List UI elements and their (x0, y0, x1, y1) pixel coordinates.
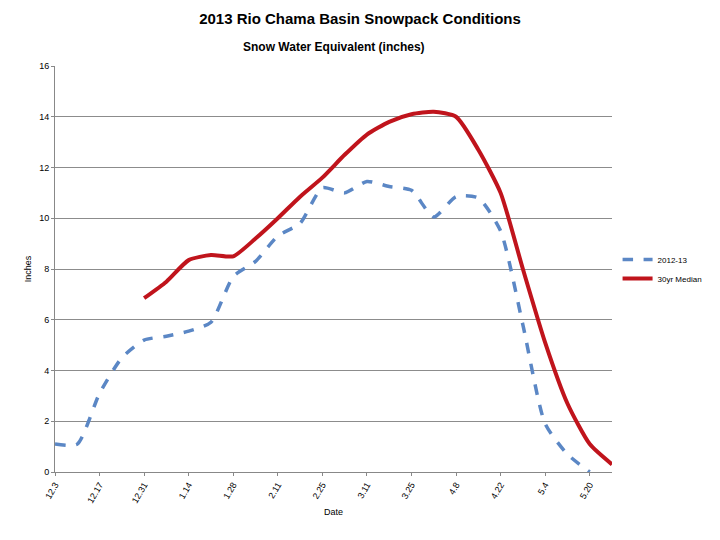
svg-text:12.3: 12.3 (43, 481, 60, 501)
svg-text:1.28: 1.28 (221, 481, 238, 501)
svg-text:4: 4 (44, 366, 49, 376)
svg-text:30yr Median: 30yr Median (658, 275, 702, 284)
svg-text:12.17: 12.17 (85, 481, 105, 506)
svg-text:Inches: Inches (23, 255, 33, 282)
svg-text:2.11: 2.11 (266, 481, 283, 501)
svg-text:0: 0 (44, 467, 49, 477)
svg-text:3.11: 3.11 (355, 481, 372, 501)
svg-text:4.22: 4.22 (489, 481, 506, 501)
svg-text:5.4: 5.4 (536, 481, 551, 497)
svg-text:10: 10 (39, 213, 49, 223)
svg-text:12: 12 (39, 163, 49, 173)
svg-text:16: 16 (39, 61, 49, 71)
svg-text:2: 2 (44, 416, 49, 426)
svg-text:6: 6 (44, 315, 49, 325)
svg-text:1.14: 1.14 (177, 481, 194, 501)
svg-text:Snow Water Equivalent (inches): Snow Water Equivalent (inches) (243, 40, 425, 54)
svg-text:2013 Rio Chama Basin Snowpack: 2013 Rio Chama Basin Snowpack Conditions (199, 10, 521, 27)
svg-text:2012-13: 2012-13 (658, 256, 688, 265)
svg-text:3.25: 3.25 (400, 481, 417, 501)
svg-text:4.8: 4.8 (447, 481, 462, 497)
svg-text:2.25: 2.25 (311, 481, 328, 501)
svg-text:14: 14 (39, 112, 49, 122)
svg-text:12.31: 12.31 (130, 481, 150, 506)
svg-text:8: 8 (44, 264, 49, 274)
svg-text:5.20: 5.20 (578, 481, 595, 501)
svg-text:Date: Date (324, 507, 343, 517)
